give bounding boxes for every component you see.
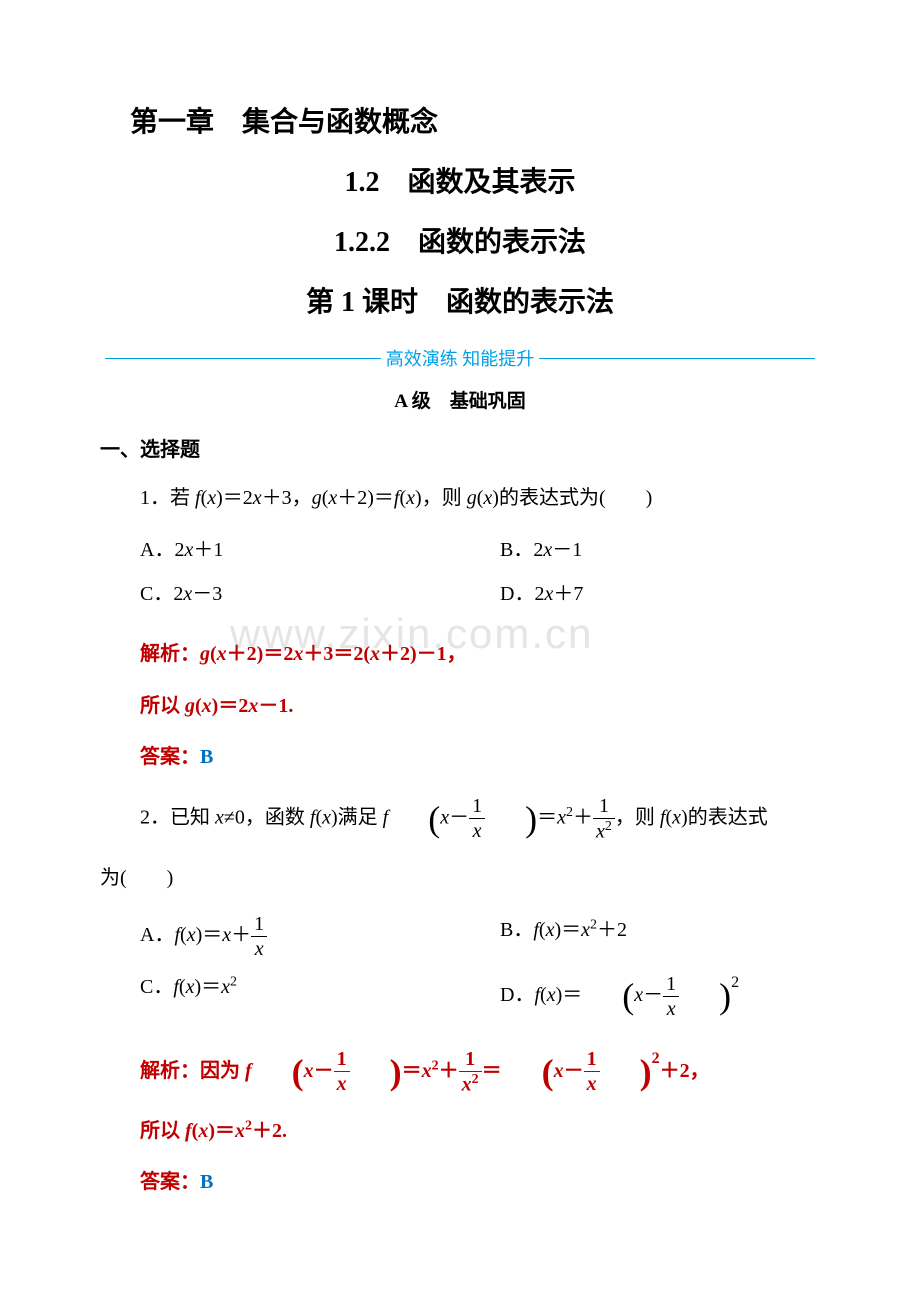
option-1d: D．2x＋7 (460, 576, 820, 612)
option-1a: A．2x＋1 (100, 532, 460, 568)
question-2-analysis: 解析：因为 f(x－1x)＝x2＋1x2＝(x－1x)2＋2， (100, 1045, 820, 1097)
level-title: A 级 基础巩固 (100, 386, 820, 413)
question-2-analysis-2: 所以 f(x)＝x2＋2. (100, 1113, 820, 1149)
section-heading-1: 一、选择题 (100, 433, 820, 462)
question-2-options: A．f(x)＝x＋1x B．f(x)＝x2＋2 C．f(x)＝x2 D．f(x)… (100, 912, 820, 1029)
subsection-title: 1.2.2 函数的表示法 (100, 220, 820, 260)
question-1-stem: 1．若 f(x)＝2x＋3，g(x＋2)＝f(x)，则 g(x)的表达式为( ) (100, 480, 820, 516)
question-1-analysis-2: 所以 g(x)＝2x－1. (100, 688, 820, 724)
question-1-analysis: 解析：g(x＋2)＝2x＋3＝2(x＋2)－1， (100, 636, 820, 672)
option-2d: D．f(x)＝(x－1x)2 (460, 969, 820, 1021)
question-1-answer: 答案：B (100, 740, 820, 769)
option-1c: C．2x－3 (100, 576, 460, 612)
option-2b: B．f(x)＝x2＋2 (460, 912, 820, 961)
option-2a: A．f(x)＝x＋1x (100, 912, 460, 961)
lesson-title: 第 1 课时 函数的表示法 (100, 280, 820, 320)
chapter-title: 第一章 集合与函数概念 (100, 100, 820, 140)
option-2c: C．f(x)＝x2 (100, 969, 460, 1021)
question-2-stem: 2．已知 x≠0，函数 f(x)满足 f(x－1x)＝x2＋1x2，则 f(x)… (100, 794, 820, 844)
divider: 高效演练 知能提升 (100, 345, 820, 371)
section-title: 1.2 函数及其表示 (100, 160, 820, 200)
question-2-answer: 答案：B (100, 1165, 820, 1194)
question-2-stem-cont: 为( ) (100, 860, 820, 896)
question-1-options: A．2x＋1 B．2x－1 C．2x－3 D．2x＋7 (100, 532, 820, 620)
option-1b: B．2x－1 (460, 532, 820, 568)
